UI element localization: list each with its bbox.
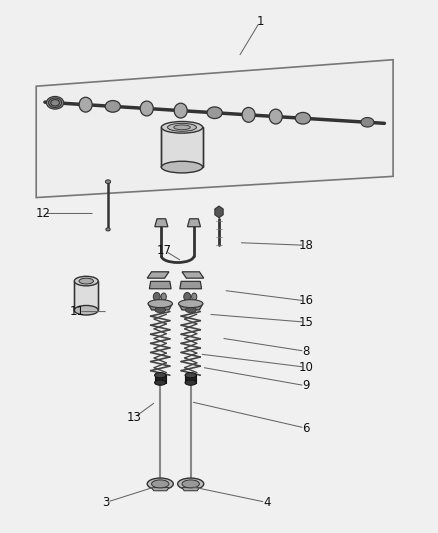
Polygon shape [179,304,203,310]
Ellipse shape [153,293,160,301]
Ellipse shape [167,123,197,131]
Ellipse shape [148,300,173,308]
Polygon shape [161,127,203,167]
Ellipse shape [184,293,191,301]
Ellipse shape [74,276,98,286]
Polygon shape [155,219,168,227]
Ellipse shape [152,480,169,488]
Text: 12: 12 [35,207,50,220]
Ellipse shape [242,108,255,122]
Ellipse shape [51,100,60,106]
Ellipse shape [105,101,120,112]
Ellipse shape [207,107,222,118]
Ellipse shape [178,478,204,490]
Ellipse shape [155,380,166,385]
Ellipse shape [269,109,282,124]
Ellipse shape [361,117,374,127]
Text: 16: 16 [299,294,314,308]
Text: 13: 13 [127,411,141,424]
Ellipse shape [46,96,64,109]
Ellipse shape [174,125,190,130]
Ellipse shape [295,112,311,124]
Text: 8: 8 [302,345,310,358]
Ellipse shape [185,380,196,385]
Polygon shape [74,281,98,310]
Polygon shape [187,219,201,227]
Ellipse shape [79,97,92,112]
Text: 11: 11 [70,305,85,318]
Polygon shape [182,488,199,491]
Polygon shape [182,272,204,278]
Ellipse shape [74,305,98,315]
Polygon shape [155,375,166,383]
Text: 10: 10 [299,361,314,374]
Polygon shape [185,375,196,383]
Ellipse shape [155,373,166,378]
Ellipse shape [79,278,93,284]
Polygon shape [180,281,201,289]
Text: 3: 3 [102,496,110,509]
Ellipse shape [106,180,111,183]
Text: 15: 15 [299,316,314,329]
Polygon shape [36,60,393,198]
Ellipse shape [185,308,196,313]
Polygon shape [149,281,171,289]
Ellipse shape [174,103,187,118]
Text: 17: 17 [157,244,172,257]
Polygon shape [147,272,169,278]
Ellipse shape [49,98,62,108]
Ellipse shape [185,373,196,378]
Ellipse shape [161,122,203,133]
Ellipse shape [182,480,199,488]
Text: 18: 18 [299,239,314,252]
Polygon shape [152,488,169,491]
Text: 6: 6 [302,422,310,435]
Polygon shape [215,206,223,217]
Text: 4: 4 [263,496,271,509]
Ellipse shape [155,308,166,313]
Ellipse shape [161,161,203,173]
Ellipse shape [147,478,173,490]
Ellipse shape [140,101,153,116]
Ellipse shape [161,293,166,301]
Polygon shape [148,304,173,310]
Ellipse shape [179,300,203,308]
Text: 1: 1 [257,14,264,28]
Ellipse shape [106,228,110,231]
Text: 9: 9 [302,379,310,392]
Ellipse shape [191,293,197,301]
